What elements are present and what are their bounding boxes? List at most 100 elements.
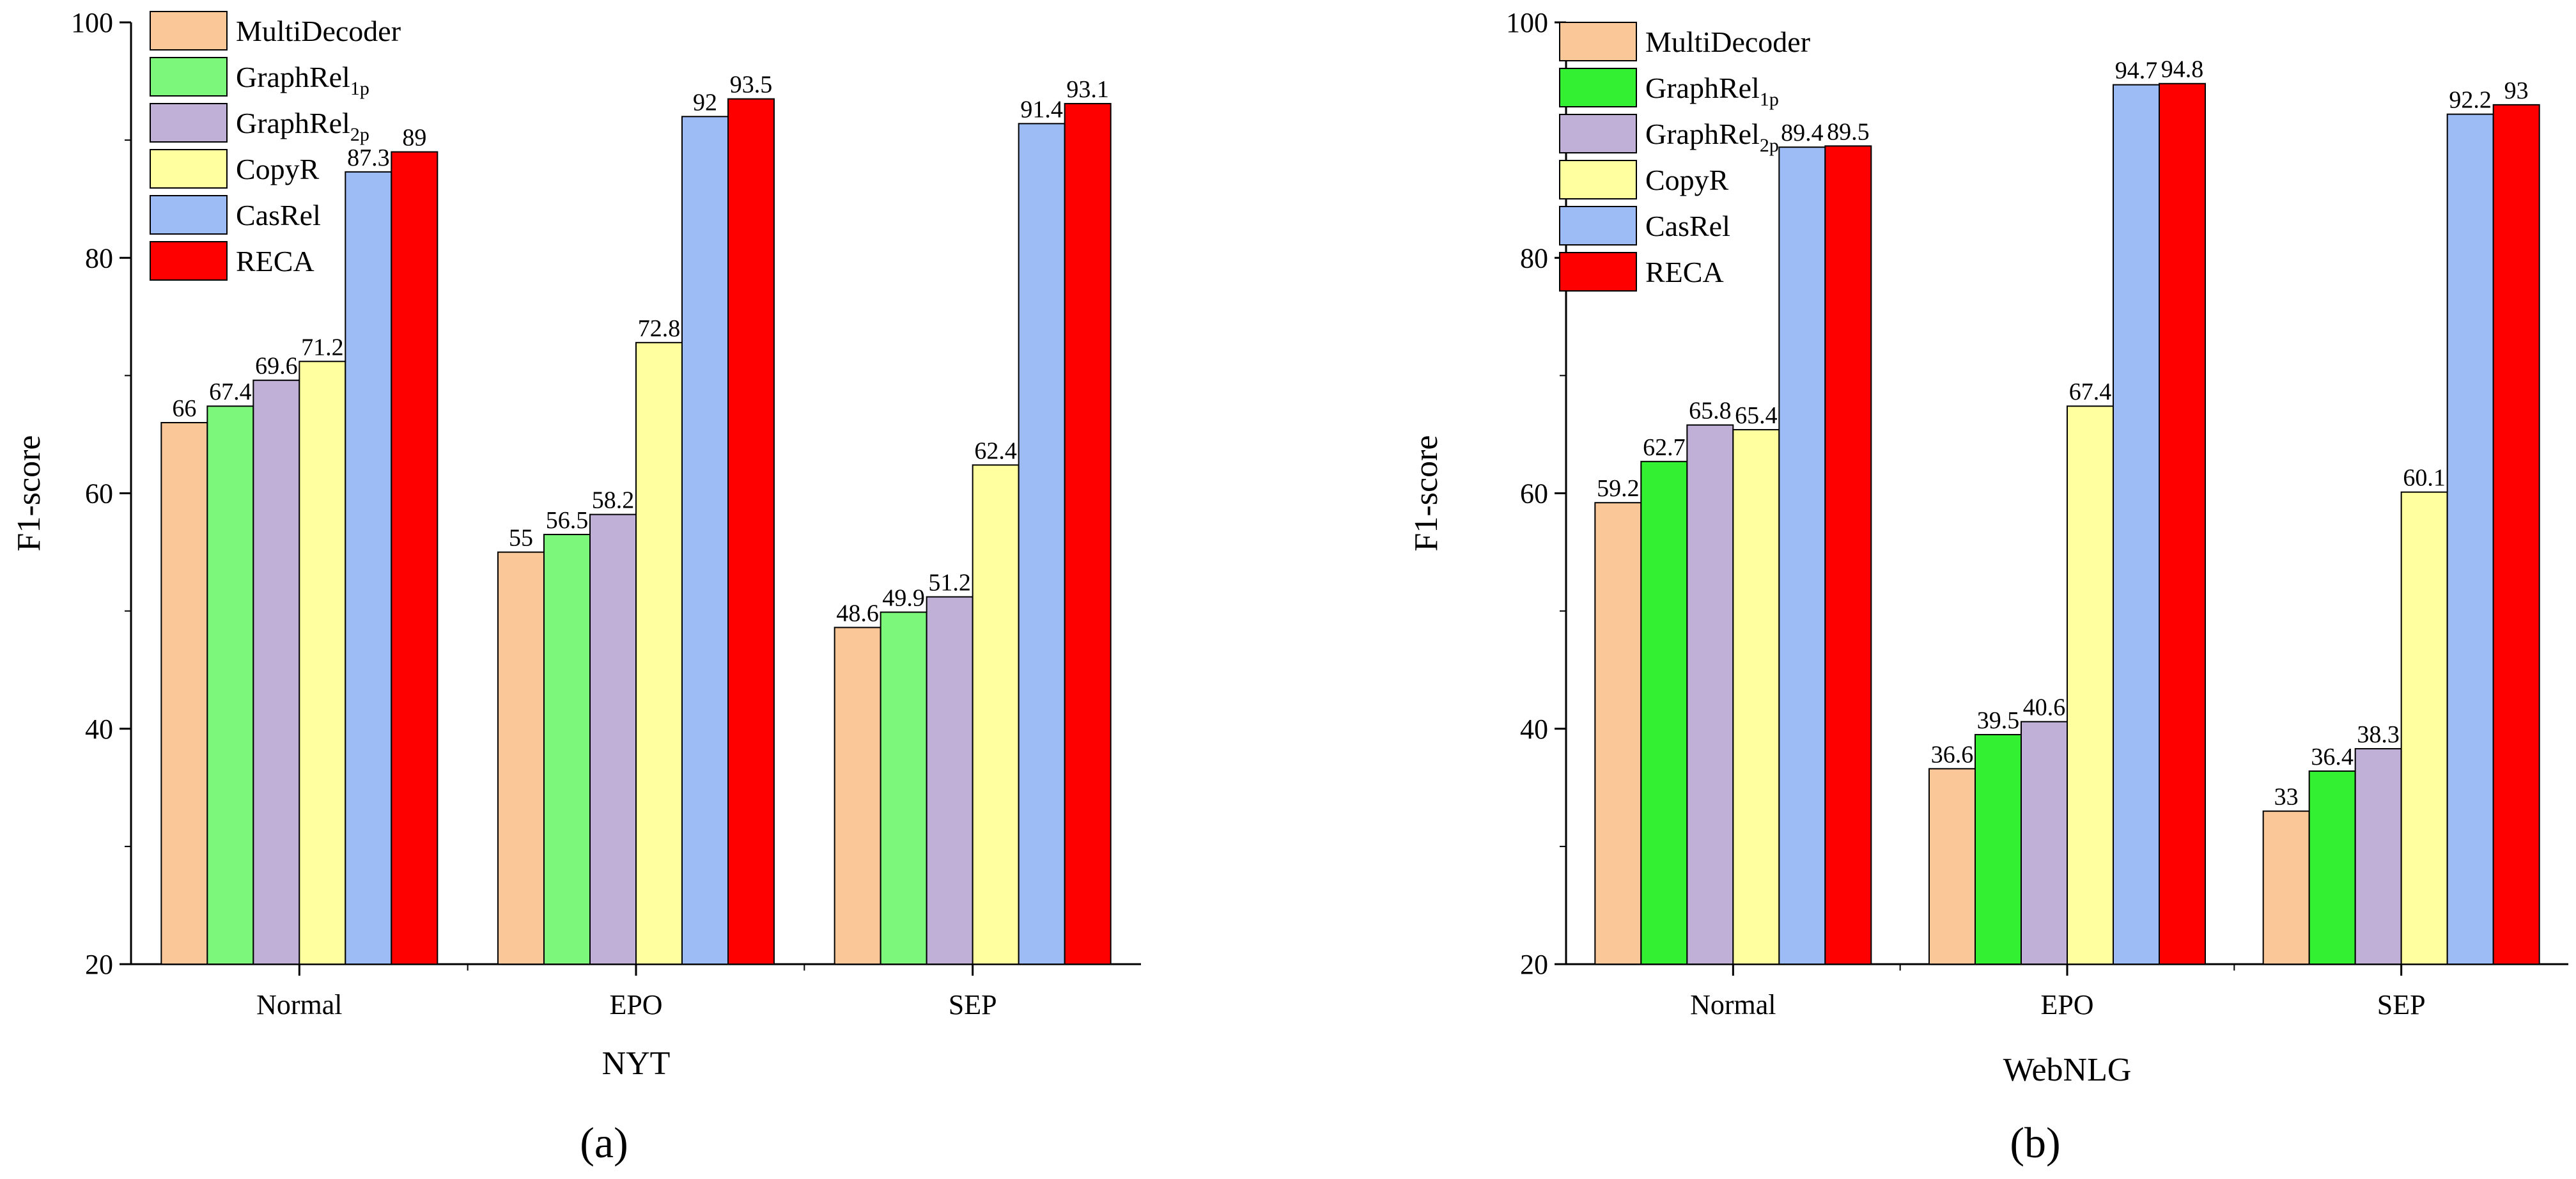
bar bbox=[160, 422, 208, 965]
bar bbox=[299, 361, 346, 965]
y-tick-label: 80 bbox=[85, 242, 113, 274]
bar bbox=[681, 116, 729, 965]
y-axis-title: F1-score bbox=[1408, 435, 1445, 552]
x-axis-title: NYT bbox=[602, 1045, 671, 1082]
bar bbox=[2262, 810, 2310, 965]
bar bbox=[391, 151, 438, 965]
data-label: 89.4 bbox=[1781, 120, 1824, 146]
bar bbox=[345, 171, 392, 965]
data-label: 39.5 bbox=[1977, 707, 2020, 734]
data-label: 48.6 bbox=[836, 600, 879, 627]
panel-label: (b) bbox=[2010, 1118, 2060, 1167]
bar bbox=[2067, 405, 2114, 965]
legend-label: CasRel bbox=[236, 199, 321, 231]
legend-label: RECA bbox=[1645, 256, 1724, 288]
bar bbox=[497, 551, 545, 965]
bar bbox=[2446, 113, 2494, 965]
legend-label-subscript: 2p bbox=[350, 124, 369, 145]
panel-label: (a) bbox=[580, 1118, 628, 1167]
data-label: 58.2 bbox=[592, 487, 635, 514]
y-tick-label: 40 bbox=[85, 714, 113, 745]
bar bbox=[543, 533, 591, 965]
legend-swatch bbox=[1559, 68, 1637, 107]
data-label: 38.3 bbox=[2357, 721, 2400, 748]
legend-label-subscript: 2p bbox=[1760, 135, 1779, 156]
data-label: 62.4 bbox=[974, 437, 1017, 464]
bar bbox=[2354, 748, 2402, 965]
x-axis-title: WebNLG bbox=[2003, 1052, 2132, 1088]
legend-swatch bbox=[150, 149, 228, 189]
data-label: 36.4 bbox=[2311, 744, 2354, 770]
legend-label: GraphRel1p bbox=[236, 61, 369, 99]
legend-swatch bbox=[150, 103, 228, 143]
data-label: 93.5 bbox=[730, 72, 773, 98]
legend-swatch bbox=[1559, 252, 1637, 292]
bar bbox=[926, 596, 974, 965]
data-label: 92 bbox=[693, 89, 717, 116]
legend-label: RECA bbox=[236, 245, 314, 277]
bar bbox=[1064, 103, 1112, 965]
data-label: 36.6 bbox=[1931, 741, 1974, 768]
bar bbox=[880, 611, 927, 965]
bar bbox=[1594, 502, 1642, 965]
legend-swatch bbox=[1559, 114, 1637, 153]
y-tick-label: 60 bbox=[1520, 478, 1548, 510]
x-tick-label: SEP bbox=[2377, 989, 2426, 1020]
data-label: 67.4 bbox=[2069, 379, 2112, 405]
data-label: 93 bbox=[2504, 77, 2529, 104]
bar bbox=[727, 98, 775, 965]
data-label: 72.8 bbox=[638, 315, 681, 342]
legend-label-subscript: 1p bbox=[350, 78, 369, 99]
x-tick-label: SEP bbox=[949, 989, 997, 1020]
bar bbox=[834, 627, 881, 965]
x-tick-label: EPO bbox=[2040, 989, 2093, 1020]
legend-swatch bbox=[150, 241, 228, 281]
bar bbox=[2308, 770, 2356, 965]
bar bbox=[1778, 146, 1826, 965]
chart-panel-a: 20 40 60 80 100 Normal EPO SEP 66 67.469.671.2 87.… bbox=[11, 7, 1141, 1167]
data-label: 91.4 bbox=[1020, 96, 1063, 123]
bar bbox=[972, 464, 1020, 965]
chart-panel-b: 20 40 60 80 100 Normal EPO SEP 59.262.765.8 65.4 8… bbox=[1408, 7, 2568, 1167]
data-label: 94.7 bbox=[2115, 58, 2158, 84]
data-label: 55 bbox=[509, 525, 533, 552]
y-axis-title: F1-score bbox=[11, 435, 47, 552]
legend-swatch bbox=[1559, 160, 1637, 199]
legend-label: GraphRel1p bbox=[1645, 72, 1779, 110]
legend-label: GraphRel2p bbox=[1645, 118, 1779, 156]
bar bbox=[1686, 424, 1734, 965]
bar bbox=[589, 513, 637, 965]
data-label: 40.6 bbox=[2023, 694, 2066, 721]
y-tick-label: 100 bbox=[1506, 7, 1548, 38]
legend-swatch bbox=[150, 195, 228, 235]
x-tick-label: Normal bbox=[256, 989, 342, 1020]
bar bbox=[1928, 768, 1976, 965]
bar bbox=[2159, 82, 2206, 965]
data-label: 33 bbox=[2274, 784, 2299, 811]
legend-label-subscript: 1p bbox=[1760, 89, 1779, 110]
data-label: 89.5 bbox=[1827, 118, 1870, 145]
legend-label: CopyR bbox=[236, 153, 320, 185]
x-tick-label: EPO bbox=[609, 989, 662, 1020]
data-label: 67.4 bbox=[209, 379, 252, 405]
y-tick-label: 60 bbox=[85, 478, 113, 510]
legend-label: CopyR bbox=[1645, 164, 1729, 196]
data-label: 56.5 bbox=[546, 507, 589, 534]
legend-swatch bbox=[150, 57, 228, 97]
x-tick-label: Normal bbox=[1690, 989, 1776, 1020]
bar bbox=[635, 341, 683, 965]
bar bbox=[2400, 491, 2448, 965]
data-label: 92.2 bbox=[2449, 87, 2492, 114]
y-tick-label: 100 bbox=[71, 7, 113, 38]
data-label: 51.2 bbox=[928, 570, 971, 597]
data-label: 60.1 bbox=[2403, 465, 2446, 492]
legend-label: CasRel bbox=[1645, 210, 1730, 242]
data-label: 71.2 bbox=[301, 334, 344, 361]
data-label: 59.2 bbox=[1597, 475, 1640, 502]
y-tick-label: 80 bbox=[1520, 242, 1548, 274]
data-label: 93.1 bbox=[1066, 76, 1109, 103]
bar bbox=[1824, 145, 1872, 965]
data-label: 65.8 bbox=[1689, 398, 1732, 425]
data-label: 49.9 bbox=[882, 584, 925, 611]
